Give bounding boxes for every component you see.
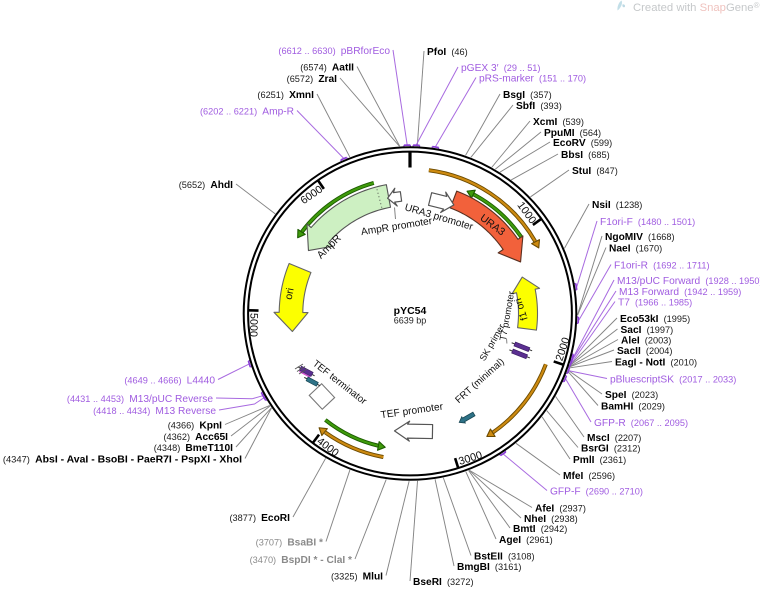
svg-text:pBluescriptSK (2017 .. 2033): pBluescriptSK (2017 .. 2033) xyxy=(610,375,736,386)
svg-text:pYC54: pYC54 xyxy=(394,305,427,317)
svg-text:ori: ori xyxy=(283,287,297,301)
svg-text:BseRI (3272): BseRI (3272) xyxy=(413,577,474,588)
svg-text:(6572) ZraI: (6572) ZraI xyxy=(287,74,338,85)
svg-text:NsiI (1238): NsiI (1238) xyxy=(592,200,642,211)
svg-text:pRS-marker (151 .. 170): pRS-marker (151 .. 170) xyxy=(479,74,586,85)
svg-text:(5652) AhdI: (5652) AhdI xyxy=(179,180,233,191)
svg-text:BsgI (357): BsgI (357) xyxy=(503,90,552,101)
svg-text:AleI (2003): AleI (2003) xyxy=(621,336,671,347)
svg-text:GFP-R (2067 .. 2095): GFP-R (2067 .. 2095) xyxy=(594,418,688,429)
svg-text:BmtI (2942): BmtI (2942) xyxy=(513,524,567,535)
svg-text:Created with SnapGene®: Created with SnapGene® xyxy=(633,1,760,14)
svg-text:SbfI (393): SbfI (393) xyxy=(516,101,562,112)
svg-text:BbsI (685): BbsI (685) xyxy=(561,150,610,161)
svg-text:(6202 .. 6221) Amp-R: (6202 .. 6221) Amp-R xyxy=(200,107,294,118)
svg-text:SpeI (2023): SpeI (2023) xyxy=(605,390,658,401)
svg-text:BamHI (2029): BamHI (2029) xyxy=(601,402,665,413)
svg-text:6639 bp: 6639 bp xyxy=(394,316,427,326)
svg-text:(3707) BsaBI *: (3707) BsaBI * xyxy=(256,538,323,549)
svg-text:GFP-F (2690 .. 2710): GFP-F (2690 .. 2710) xyxy=(550,487,643,498)
svg-text:(4366) KpnI: (4366) KpnI xyxy=(168,421,222,432)
svg-text:5000: 5000 xyxy=(247,313,259,337)
svg-text:F1ori-R (1692 .. 1711): F1ori-R (1692 .. 1711) xyxy=(614,261,710,272)
svg-text:SacI (1997): SacI (1997) xyxy=(621,325,674,336)
svg-text:(4418 .. 4434) M13 Reverse: (4418 .. 4434) M13 Reverse xyxy=(93,406,216,417)
svg-text:(6612 .. 6630) pBRforEco: (6612 .. 6630) pBRforEco xyxy=(278,46,390,57)
svg-text:BmgBI (3161): BmgBI (3161) xyxy=(457,562,522,573)
svg-text:(3470) BspDI * - ClaI *: (3470) BspDI * - ClaI * xyxy=(250,555,352,566)
svg-text:(4649 .. 4666) L4440: (4649 .. 4666) L4440 xyxy=(124,376,215,387)
svg-text:XcmI (539): XcmI (539) xyxy=(533,117,584,128)
svg-text:(4347) AbsI - AvaI - BsoBI -: (4347) AbsI - AvaI - BsoBI - PaeR7I - Ps… xyxy=(3,454,242,466)
svg-text:M13 Forward (1942 .. 1959): M13 Forward (1942 .. 1959) xyxy=(619,287,741,298)
svg-text:BstEII (3108): BstEII (3108) xyxy=(474,552,535,563)
svg-text:(4431 .. 4453) M13/pUC Revers: (4431 .. 4453) M13/pUC Reverse xyxy=(67,394,213,405)
svg-text:(3877) EcoRI: (3877) EcoRI xyxy=(229,513,290,524)
svg-text:(6251) XmnI: (6251) XmnI xyxy=(257,90,314,101)
svg-text:SacII (2004): SacII (2004) xyxy=(617,346,672,357)
svg-text:NheI (2938): NheI (2938) xyxy=(524,514,578,525)
svg-text:MfeI (2596): MfeI (2596) xyxy=(563,471,615,482)
svg-text:NaeI (1670): NaeI (1670) xyxy=(609,244,662,255)
svg-text:pGEX 3′ (29 .. 51): pGEX 3′ (29 .. 51) xyxy=(461,63,540,74)
svg-text:PfoI (46): PfoI (46) xyxy=(427,47,468,58)
svg-text:StuI (847): StuI (847) xyxy=(572,166,618,177)
svg-text:PmlI (2361): PmlI (2361) xyxy=(573,455,626,466)
svg-text:(3325) MluI: (3325) MluI xyxy=(331,572,383,583)
svg-text:T7 (1966 .. 1985): T7 (1966 .. 1985) xyxy=(618,298,692,309)
svg-text:NgoMIV (1668): NgoMIV (1668) xyxy=(605,232,675,243)
svg-text:F1ori-F (1480 .. 1501): F1ori-F (1480 .. 1501) xyxy=(600,217,695,228)
svg-text:(4362) Acc65I: (4362) Acc65I xyxy=(163,432,228,443)
svg-text:(4348) BmeT110I: (4348) BmeT110I xyxy=(154,443,233,454)
svg-text:EagI - NotI (2010): EagI - NotI (2010) xyxy=(615,358,697,369)
svg-text:M13/pUC Forward (1928 .. 1950: M13/pUC Forward (1928 .. 1950) xyxy=(617,276,760,287)
svg-text:MscI (2207): MscI (2207) xyxy=(587,433,641,444)
svg-text:EcoRV (599): EcoRV (599) xyxy=(553,138,612,149)
svg-text:BsrGI (2312): BsrGI (2312) xyxy=(581,444,640,455)
svg-text:(6574) AatII: (6574) AatII xyxy=(300,63,354,74)
svg-text:PpuMI (564): PpuMI (564) xyxy=(544,128,601,139)
svg-text:AgeI (2961): AgeI (2961) xyxy=(499,535,553,546)
svg-text:Eco53kI (1995): Eco53kI (1995) xyxy=(620,314,690,325)
svg-text:AfeI (2937): AfeI (2937) xyxy=(535,504,586,515)
